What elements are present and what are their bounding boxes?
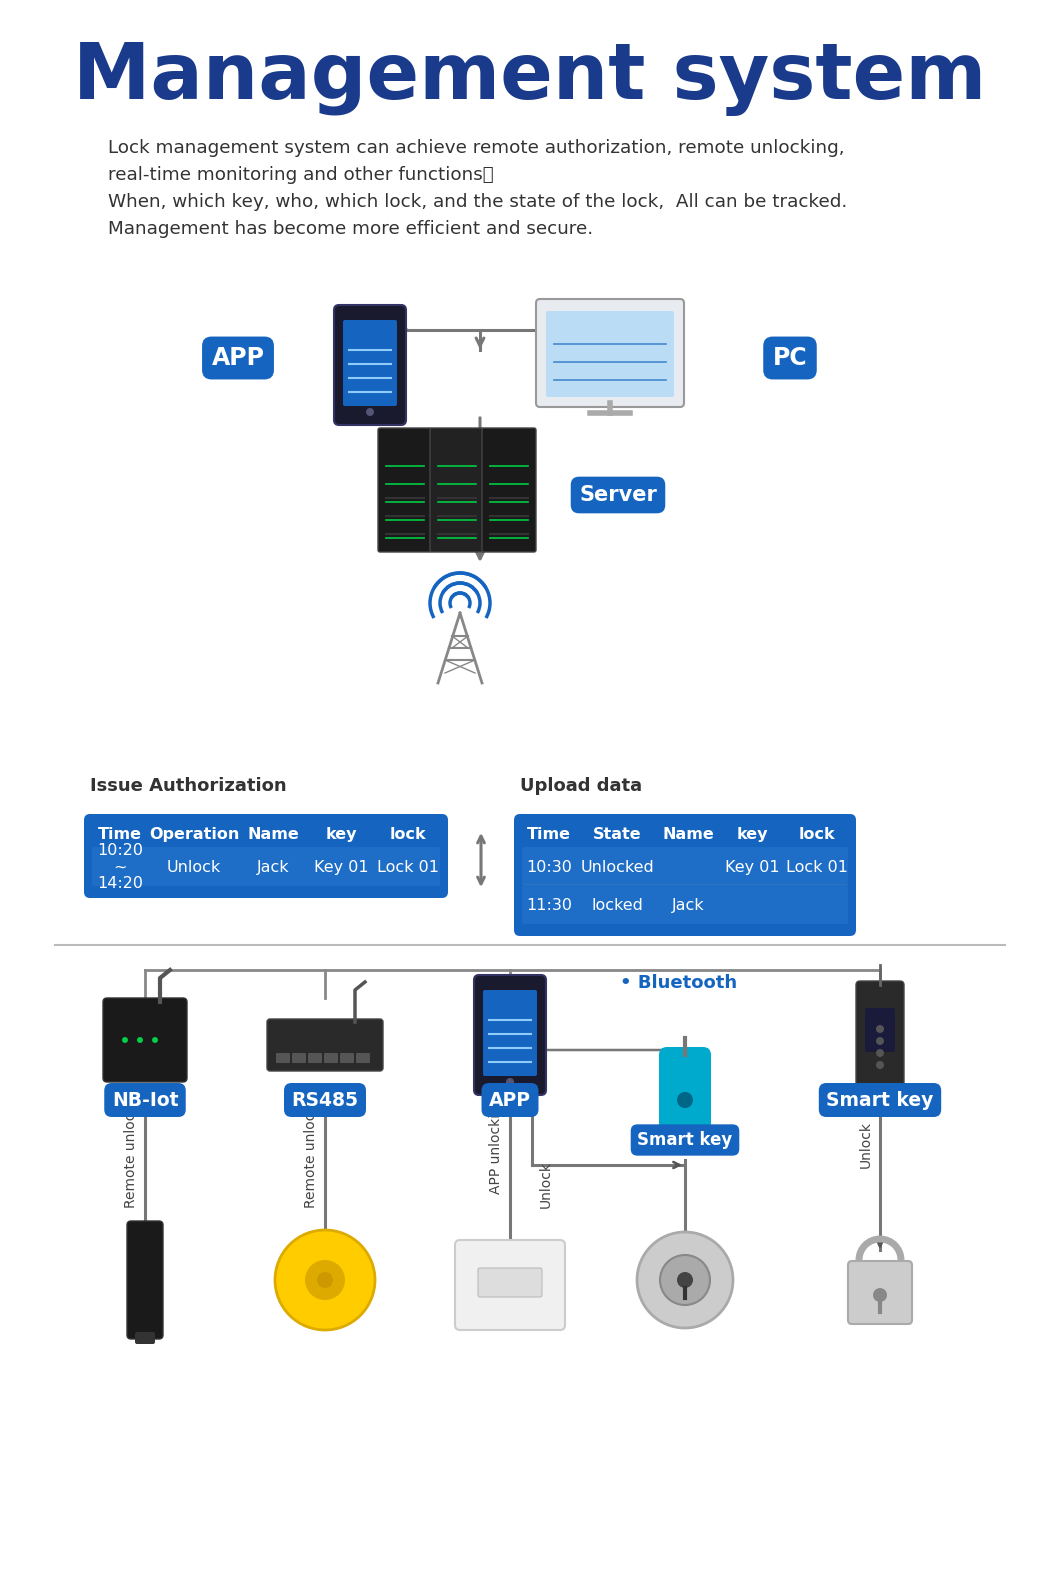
FancyBboxPatch shape <box>276 1053 290 1064</box>
Text: Operation: Operation <box>148 827 240 841</box>
Text: Server: Server <box>579 484 657 505</box>
Text: real-time monitoring and other functions。: real-time monitoring and other functions… <box>108 166 494 185</box>
Circle shape <box>677 1272 693 1288</box>
Text: Key 01: Key 01 <box>314 860 368 874</box>
Text: Name: Name <box>247 827 299 841</box>
Text: 11:30: 11:30 <box>526 898 572 912</box>
Text: locked: locked <box>591 898 643 912</box>
FancyBboxPatch shape <box>659 1046 711 1142</box>
FancyBboxPatch shape <box>514 814 856 936</box>
FancyBboxPatch shape <box>84 814 448 898</box>
Circle shape <box>876 1026 884 1034</box>
FancyBboxPatch shape <box>267 1019 383 1071</box>
Text: Lock management system can achieve remote authorization, remote unlocking,: Lock management system can achieve remot… <box>108 139 845 156</box>
Text: Lock 01: Lock 01 <box>377 860 439 874</box>
Text: APP unlocking: APP unlocking <box>489 1097 504 1195</box>
Circle shape <box>677 1092 693 1108</box>
Text: 10:20
~
14:20: 10:20 ~ 14:20 <box>98 843 143 890</box>
Text: Unlock: Unlock <box>538 1161 553 1209</box>
Text: Key 01: Key 01 <box>725 860 779 874</box>
Circle shape <box>876 1060 884 1068</box>
Text: PC: PC <box>773 346 808 369</box>
FancyBboxPatch shape <box>536 298 684 407</box>
Text: Unlock: Unlock <box>859 1122 873 1168</box>
Text: Upload data: Upload data <box>520 776 642 795</box>
Text: When, which key, who, which lock, and the state of the lock,  All can be tracked: When, which key, who, which lock, and th… <box>108 193 847 211</box>
Text: lock: lock <box>798 827 835 841</box>
FancyBboxPatch shape <box>474 975 546 1095</box>
Circle shape <box>366 409 374 417</box>
FancyBboxPatch shape <box>334 305 406 424</box>
FancyBboxPatch shape <box>356 1053 370 1064</box>
Text: Management system: Management system <box>73 39 987 117</box>
Text: Lock 01: Lock 01 <box>785 860 848 874</box>
FancyBboxPatch shape <box>340 1053 354 1064</box>
Circle shape <box>275 1229 375 1330</box>
FancyBboxPatch shape <box>455 1240 565 1330</box>
Text: lock: lock <box>390 827 426 841</box>
Text: Time: Time <box>98 827 142 841</box>
Text: APP: APP <box>212 346 265 369</box>
Text: Unlock: Unlock <box>664 1092 678 1138</box>
Circle shape <box>122 1037 128 1043</box>
Text: APP: APP <box>489 1090 531 1109</box>
Text: Smart key: Smart key <box>827 1090 934 1109</box>
Text: Unlocked: Unlocked <box>580 860 654 874</box>
FancyBboxPatch shape <box>482 428 536 552</box>
FancyBboxPatch shape <box>378 428 432 552</box>
FancyBboxPatch shape <box>292 1053 306 1064</box>
Text: Unlock: Unlock <box>166 860 222 874</box>
FancyBboxPatch shape <box>478 1269 542 1297</box>
FancyBboxPatch shape <box>324 1053 338 1064</box>
Circle shape <box>637 1232 734 1329</box>
FancyBboxPatch shape <box>522 847 848 885</box>
Circle shape <box>317 1272 333 1288</box>
FancyBboxPatch shape <box>483 989 537 1076</box>
Text: Remote unlocking: Remote unlocking <box>124 1083 138 1207</box>
Text: Smart key: Smart key <box>637 1131 732 1149</box>
FancyBboxPatch shape <box>127 1221 163 1340</box>
Text: Remote unlocking: Remote unlocking <box>304 1083 318 1207</box>
FancyBboxPatch shape <box>856 982 904 1098</box>
FancyBboxPatch shape <box>92 847 440 885</box>
FancyBboxPatch shape <box>135 1332 155 1344</box>
Circle shape <box>876 1049 884 1057</box>
Text: Jack: Jack <box>257 860 289 874</box>
Circle shape <box>873 1288 887 1302</box>
Text: NB-Iot: NB-Iot <box>111 1090 178 1109</box>
Circle shape <box>137 1037 143 1043</box>
Text: Issue Authorization: Issue Authorization <box>90 776 286 795</box>
Text: RS485: RS485 <box>292 1090 358 1109</box>
FancyBboxPatch shape <box>430 428 484 552</box>
Text: Management has become more efficient and secure.: Management has become more efficient and… <box>108 219 594 238</box>
Text: Name: Name <box>662 827 714 841</box>
FancyBboxPatch shape <box>522 885 848 925</box>
FancyBboxPatch shape <box>103 997 187 1083</box>
Text: key: key <box>325 827 357 841</box>
Text: Time: Time <box>527 827 571 841</box>
Circle shape <box>876 1037 884 1045</box>
Text: key: key <box>737 827 767 841</box>
Text: • Bluetooth: • Bluetooth <box>620 974 737 993</box>
FancyBboxPatch shape <box>546 311 674 398</box>
FancyBboxPatch shape <box>308 1053 322 1064</box>
Text: Jack: Jack <box>672 898 705 912</box>
FancyBboxPatch shape <box>343 320 398 406</box>
FancyBboxPatch shape <box>865 1008 895 1053</box>
Text: 10:30: 10:30 <box>526 860 572 874</box>
Circle shape <box>660 1255 710 1305</box>
Text: State: State <box>593 827 641 841</box>
FancyBboxPatch shape <box>848 1261 912 1324</box>
Circle shape <box>506 1078 514 1086</box>
Circle shape <box>305 1259 344 1300</box>
Circle shape <box>152 1037 158 1043</box>
